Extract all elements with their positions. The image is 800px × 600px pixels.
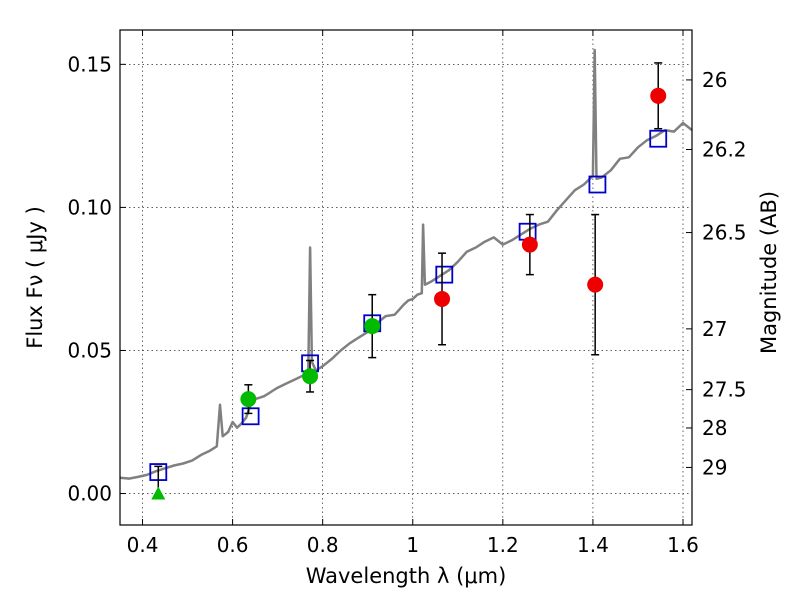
data-markers [149,62,668,500]
photometry-point [650,87,667,104]
photometry-point [240,391,257,408]
photometry-point [364,318,381,335]
right-tick-label: 27 [702,317,727,341]
x-tick-label: 1.4 [577,533,609,557]
right-tick-label: 26 [702,68,727,92]
y-tick-label: 0.15 [67,52,112,76]
y-tick-label: 0.00 [67,482,112,506]
x-tick-label: 0.6 [217,533,249,557]
x-tick-label: 1.6 [667,533,699,557]
model-square-marker [241,407,260,426]
photometry-point [434,290,451,307]
photometry-point [587,276,604,293]
spectrum-path [119,48,693,480]
model-square-marker [588,175,607,194]
axis-ticks: 0.4 0.6 0.8 1 1.2 1.4 1.6 0.00 0.05 0.10 0.15 26 26.… [67,30,747,557]
right-tick-label: 29 [702,455,727,479]
right-tick-label: 26.2 [702,138,747,162]
right-tick-label: 28 [702,416,727,440]
x-tick-label: 1 [406,533,419,557]
right-axis-label: Magnitude (AB) [757,191,781,354]
photometry-point [521,236,538,253]
x-tick-label: 0.4 [127,533,159,557]
right-tick-label: 27.5 [702,378,747,402]
spectrum-line [119,48,693,480]
y-tick-label: 0.10 [67,195,112,219]
model-square-marker [649,129,668,148]
x-axis-label: Wavelength λ (μm) [306,564,507,588]
model-square-marker [435,265,454,284]
grid-lines [120,30,692,525]
upper-limit-triangle [151,486,166,500]
x-tick-label: 1.2 [487,533,519,557]
y-axis-label: Flux Fν ( μJy ) [23,206,47,349]
plot-frame [119,29,693,526]
x-tick-label: 0.8 [307,533,339,557]
y-tick-label: 0.05 [67,338,112,362]
photometry-point [302,368,319,385]
right-tick-label: 26.5 [702,221,747,245]
